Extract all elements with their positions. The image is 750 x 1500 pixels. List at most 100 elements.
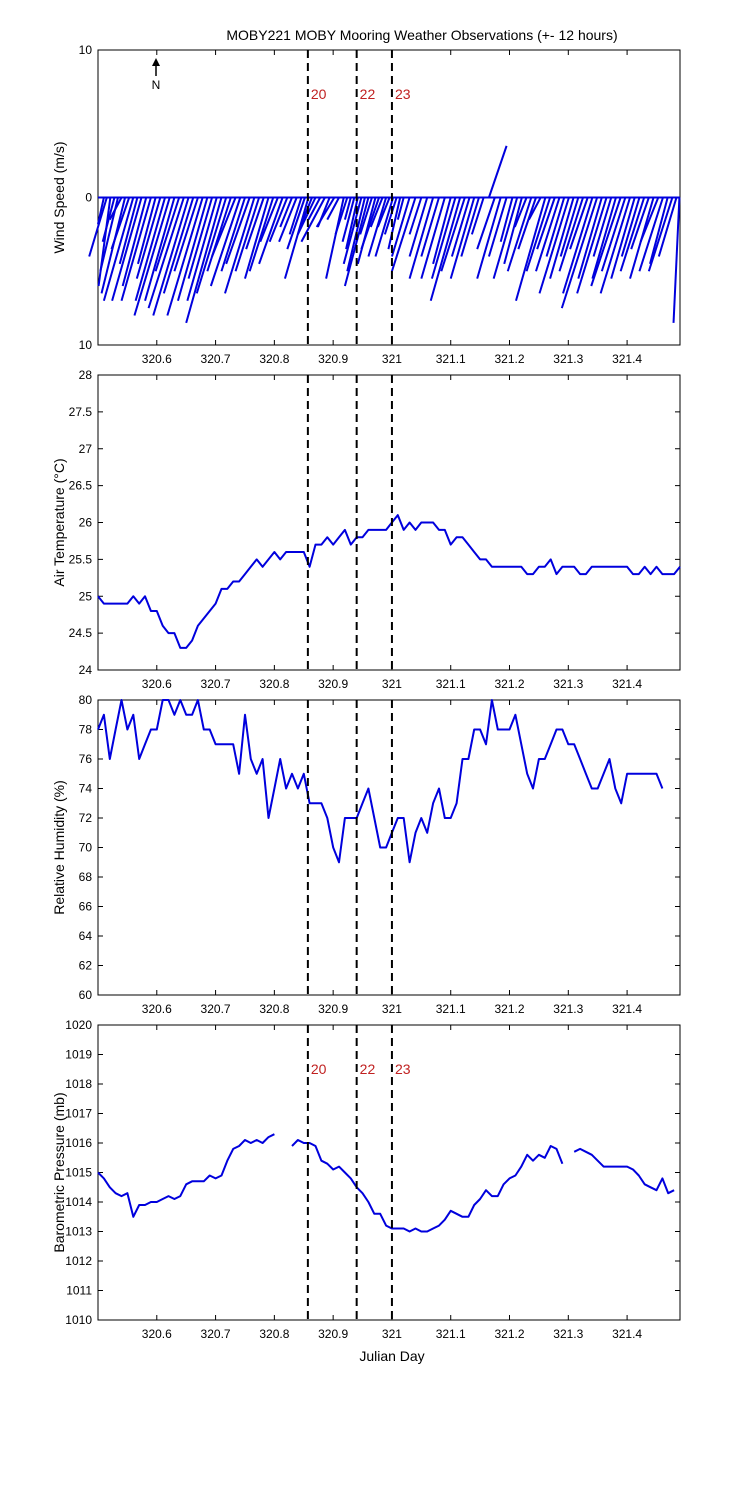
- wind-vector: [137, 197, 157, 265]
- wind-vector: [390, 197, 411, 257]
- x-tick-label: 321.3: [553, 352, 583, 366]
- wind-vector: [225, 197, 251, 265]
- wind-vector: [234, 197, 261, 272]
- wind-vector: [487, 145, 508, 198]
- marker-label-22: 22: [360, 86, 376, 102]
- y-tick-label: 28: [79, 368, 93, 382]
- x-axis-label: Julian Day: [359, 1348, 424, 1364]
- y-tick-label: 68: [79, 870, 93, 884]
- wind-vector: [211, 197, 237, 257]
- wind-vector: [487, 197, 508, 257]
- y-tick-label: 66: [79, 900, 93, 914]
- x-tick-label: 321: [382, 1002, 402, 1016]
- wind-vector: [672, 197, 681, 323]
- wind-vector: [376, 197, 391, 228]
- wind-vector: [476, 197, 496, 250]
- pressure-series-line: [97, 1133, 275, 1218]
- y-tick-label: 72: [79, 811, 93, 825]
- y-tick-label: 1019: [65, 1048, 92, 1062]
- north-indicator: N: [152, 58, 160, 92]
- y-tick-label: 26.5: [69, 479, 93, 493]
- wind-vector: [144, 197, 176, 302]
- wind-vector: [152, 197, 190, 316]
- wind-vector: [359, 197, 373, 235]
- wind-vector: [638, 197, 664, 272]
- y-tick-label: 1010: [65, 1313, 92, 1327]
- wind-vector: [558, 197, 584, 272]
- wind-vector: [278, 197, 298, 243]
- wind-vector: [639, 197, 660, 243]
- wind-vector: [134, 197, 166, 302]
- x-tick-label: 320.8: [259, 352, 289, 366]
- wind-vector: [647, 197, 674, 272]
- y-tick-label: 10: [79, 338, 93, 352]
- y-tick-label: 74: [79, 782, 93, 796]
- y-tick-label: 62: [79, 959, 93, 973]
- wind-vector: [147, 197, 185, 309]
- humidity-y-axis-label: Relative Humidity (%): [51, 780, 67, 915]
- wind-vector: [559, 197, 580, 257]
- x-tick-label: 320.7: [201, 1327, 231, 1341]
- wind-vector: [307, 197, 322, 221]
- y-tick-label: 25: [79, 589, 93, 603]
- wind-vector: [545, 197, 566, 257]
- wind-vector: [258, 197, 284, 265]
- wind-vector: [110, 197, 131, 250]
- wind-vector: [120, 197, 152, 302]
- x-tick-label: 321.3: [553, 1002, 583, 1016]
- humidity-panel: 320.6 320.7 320.8 320.9 321 321.1 321.2 321.3 32…: [51, 693, 681, 1016]
- wind-vector: [334, 197, 349, 235]
- wind-vector: [383, 197, 398, 235]
- wind-vector: [408, 197, 429, 257]
- x-tick-label: 320.6: [142, 1327, 172, 1341]
- wind-vector: [569, 197, 589, 250]
- wind-vector: [367, 197, 388, 257]
- wind-vector: [449, 197, 476, 279]
- wind-vector: [610, 197, 636, 279]
- wind-vector: [186, 197, 218, 302]
- wind-vector: [470, 197, 485, 235]
- x-tick-label: 321.4: [612, 677, 642, 691]
- y-tick-label: 24: [79, 663, 93, 677]
- wind-vector: [101, 197, 116, 243]
- x-tick-label: 320.9: [318, 677, 348, 691]
- figure-title: MOBY221 MOBY Mooring Weather Observation…: [226, 27, 617, 43]
- wind-vector: [577, 197, 603, 279]
- x-tick-label: 321.4: [612, 1327, 642, 1341]
- wind-vector: [288, 197, 303, 235]
- y-tick-label: 1020: [65, 1018, 92, 1032]
- wind-vector: [374, 197, 395, 257]
- wind-vector: [300, 197, 326, 243]
- pressure-y-axis-label: Barometric Pressure (mb): [51, 1092, 67, 1252]
- y-tick-label: 70: [79, 841, 93, 855]
- wind-vector: [195, 197, 228, 294]
- x-tick-label: 320.8: [259, 677, 289, 691]
- wind-vector: [525, 197, 552, 272]
- y-tick-label: 26: [79, 516, 93, 530]
- wind-vector: [279, 197, 293, 228]
- wind-vector: [343, 197, 352, 220]
- x-tick-label: 321.1: [436, 1002, 466, 1016]
- wind-vector: [220, 197, 246, 272]
- wind-vector: [343, 197, 370, 287]
- temp-series-line: [97, 514, 681, 649]
- wind-vector: [450, 197, 471, 257]
- wind-vector: [296, 197, 317, 235]
- wind-vector: [135, 197, 162, 279]
- wind-vector: [315, 196, 336, 228]
- wind-vector: [185, 197, 223, 324]
- x-tick-label: 321.3: [553, 1327, 583, 1341]
- wind-vector: [325, 197, 345, 279]
- wind-vector: [599, 197, 631, 294]
- y-tick-label: 1012: [65, 1254, 92, 1268]
- wind-vector: [102, 197, 135, 302]
- wind-vector: [528, 197, 542, 221]
- wind-vector: [506, 197, 533, 272]
- wind-vector: [515, 197, 547, 302]
- wind-vector: [121, 197, 148, 287]
- x-tick-label: 321: [382, 677, 402, 691]
- y-tick-label: 1016: [65, 1136, 92, 1150]
- pressure-panel: 320.6 320.7 320.8 320.9 321 321.1 321.2 321.3 32…: [51, 1018, 681, 1341]
- wind-vector: [259, 197, 279, 243]
